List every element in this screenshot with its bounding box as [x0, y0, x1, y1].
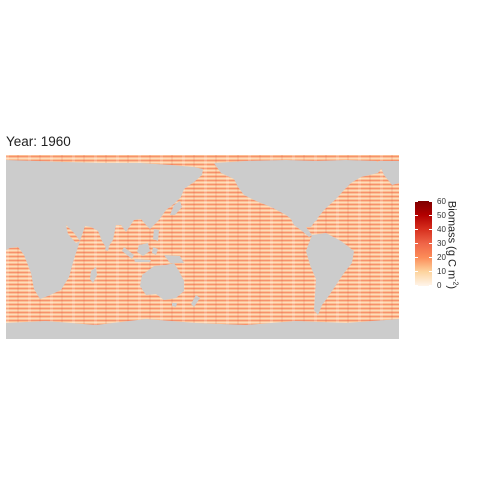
south-america: [306, 233, 354, 315]
map-panel: [6, 155, 399, 339]
eurasia-africa-landmass: [6, 160, 203, 299]
legend-tick-label: 10: [437, 267, 446, 276]
madagascar: [90, 267, 97, 283]
tasmania: [172, 303, 177, 307]
borneo: [137, 243, 150, 256]
java: [134, 259, 151, 262]
legend-tick-label: 20: [437, 253, 446, 262]
north-america: [214, 160, 384, 227]
red-sea: [66, 225, 80, 243]
legend-title-close: ): [445, 285, 458, 290]
sulawesi: [152, 247, 158, 255]
cuba: [305, 217, 318, 221]
legend-tick-label: 0: [437, 281, 442, 290]
legend: 60 50 40 30 20 10 0: [412, 197, 472, 294]
australia: [140, 263, 184, 300]
greenland: [378, 161, 399, 185]
land-masses: [6, 160, 399, 339]
chart-title: Year: 1960: [6, 134, 71, 149]
legend-tick-label: 30: [437, 239, 446, 248]
philippines: [153, 229, 159, 241]
japan: [170, 201, 182, 215]
legend-tick-label: 40: [437, 225, 446, 234]
biomass-map: [6, 155, 399, 339]
sumatra: [122, 247, 134, 259]
legend-title-text: Biomass (g C m: [445, 200, 458, 280]
iceland: [26, 167, 34, 171]
central-america: [288, 213, 312, 237]
new-guinea: [164, 255, 184, 263]
antarctica: [6, 319, 399, 339]
sri-lanka: [105, 246, 109, 251]
legend-tick-label: 60: [437, 197, 446, 206]
legend-tick-label: 50: [437, 211, 446, 220]
new-zealand: [191, 295, 200, 307]
legend-title: Biomass (g C m-2): [446, 201, 459, 289]
legend-colorbar: [415, 201, 432, 286]
